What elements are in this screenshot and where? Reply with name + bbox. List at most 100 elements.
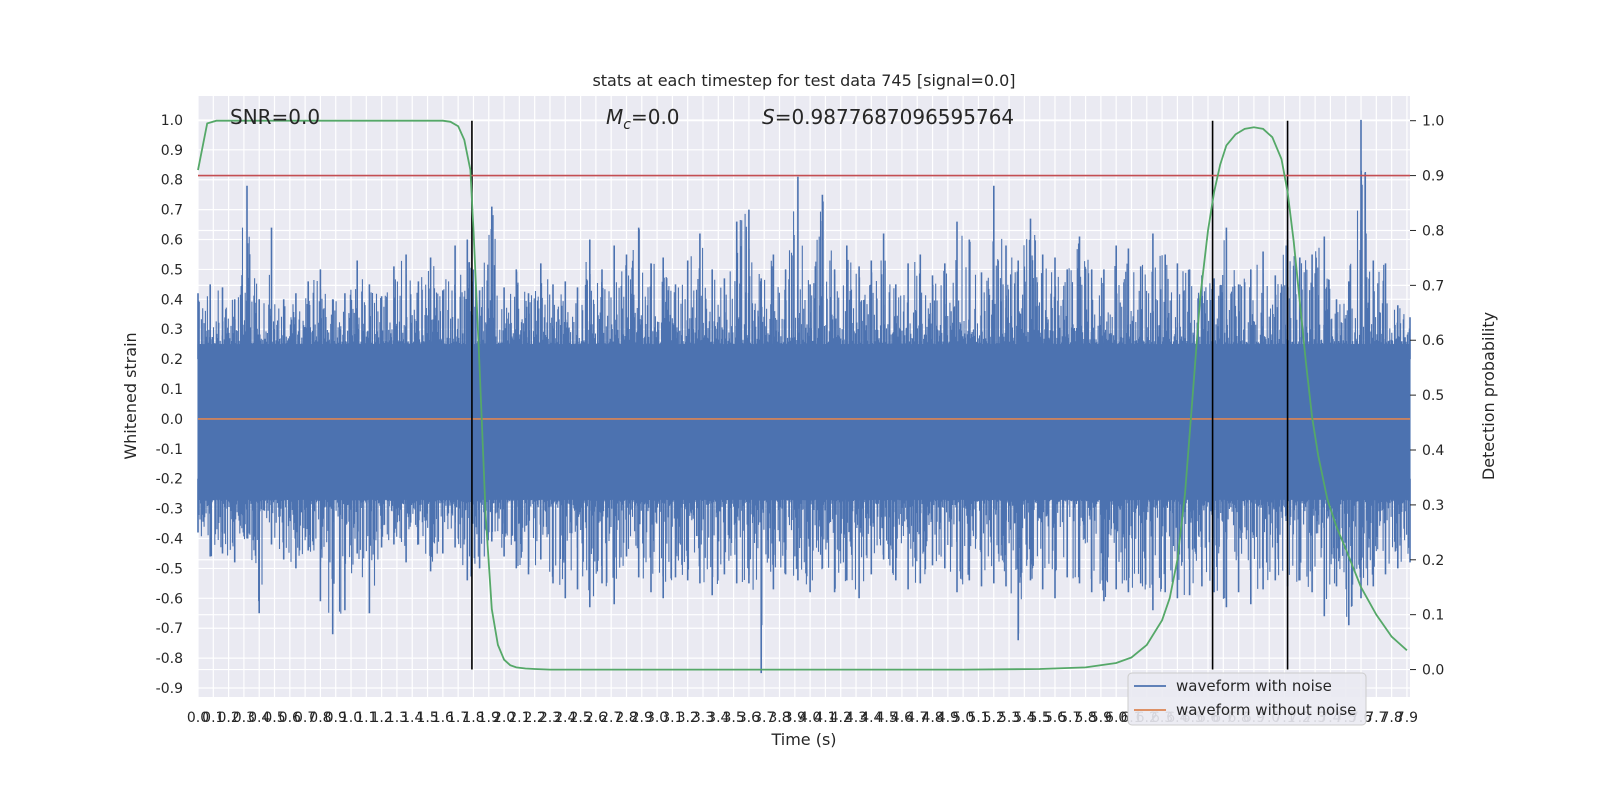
x-tick-label: 5.2 xyxy=(983,710,1005,726)
x-tick-label: 4.0 xyxy=(799,710,821,726)
right-y-axis-label: Detection probability xyxy=(1479,312,1498,480)
x-tick-label: 3.8 xyxy=(768,710,790,726)
x-tick-label: 4.7 xyxy=(906,710,928,726)
x-tick-label: 1.0 xyxy=(340,710,362,726)
x-tick-label: 0.1 xyxy=(202,710,224,726)
x-tick-label: 4.1 xyxy=(814,710,836,726)
legend: waveform with noise waveform without noi… xyxy=(1127,672,1367,726)
right-y-tick-label: 0.4 xyxy=(1422,443,1444,459)
x-tick-label: 2.7 xyxy=(600,710,622,726)
left-y-axis-label: Whitened strain xyxy=(121,332,140,459)
x-tick-label: 1.9 xyxy=(478,710,500,726)
x-tick-label: 1.2 xyxy=(371,710,393,726)
x-tick-label: 4.9 xyxy=(937,710,959,726)
x-tick-label: 0.0 xyxy=(187,710,209,726)
noise-peaks xyxy=(197,119,1411,674)
x-tick-label: 2.9 xyxy=(631,710,653,726)
chart-title: stats at each timestep for test data 745… xyxy=(592,71,1015,90)
x-tick-label: 3.6 xyxy=(738,710,760,726)
x-tick-label: 3.3 xyxy=(692,710,714,726)
left-y-tick-label: 1.0 xyxy=(161,113,183,129)
x-tick-label: 4.4 xyxy=(860,710,882,726)
x-tick-label: 0.8 xyxy=(309,710,331,726)
chirp-mass-value: =0.0 xyxy=(631,105,680,129)
chirp-mass-subscript: c xyxy=(623,117,631,133)
right-y-tick-label: 0.1 xyxy=(1422,608,1444,624)
chirp-mass-symbol: M xyxy=(606,105,623,129)
left-y-tick-label: -0.5 xyxy=(156,561,183,577)
left-y-axis-ticks: 1.0 0.9 0.8 0.7 0.6 0.5 0.4 0.3 0.2 0.1 0.0 -0.1 -0.… xyxy=(156,113,183,697)
x-tick-label: 5.7 xyxy=(1059,710,1081,726)
right-y-tick-label: 0.6 xyxy=(1422,333,1444,349)
x-tick-label: 5.1 xyxy=(967,710,989,726)
score-annotation: S=0.9877687096595764 xyxy=(762,105,1014,129)
x-tick-label: 7.9 xyxy=(1396,710,1418,726)
x-tick-label: 2.1 xyxy=(508,710,530,726)
x-tick-label: 2.4 xyxy=(554,710,576,726)
left-y-tick-label: 0.0 xyxy=(161,412,183,428)
detection-probability-line xyxy=(197,119,1408,671)
x-tick-label: 1.4 xyxy=(401,710,423,726)
x-tick-label: 0.7 xyxy=(294,710,316,726)
x-tick-label: 4.3 xyxy=(845,710,867,726)
x-tick-label: 4.8 xyxy=(921,710,943,726)
x-tick-label: 0.6 xyxy=(279,710,301,726)
x-tick-label: 3.9 xyxy=(784,710,806,726)
right-y-tick-label: 0.8 xyxy=(1422,223,1444,239)
x-tick-label: 3.5 xyxy=(722,710,744,726)
x-tick-label: 2.5 xyxy=(569,710,591,726)
right-y-tick-label: 0.3 xyxy=(1422,498,1444,514)
left-y-tick-label: -0.1 xyxy=(156,442,183,458)
left-y-tick-label: 0.6 xyxy=(161,233,183,249)
x-tick-label: 5.8 xyxy=(1074,710,1096,726)
left-y-tick-label: -0.6 xyxy=(156,591,183,607)
x-axis-label: Time (s) xyxy=(770,730,836,749)
x-tick-label: 5.0 xyxy=(952,710,974,726)
score-symbol: S xyxy=(762,105,775,129)
x-tick-label: 3.2 xyxy=(677,710,699,726)
left-y-tick-label: 0.7 xyxy=(161,203,183,219)
x-tick-label: 2.3 xyxy=(539,710,561,726)
left-y-tick-label: -0.4 xyxy=(156,532,183,548)
right-y-tick-label: 0.0 xyxy=(1422,663,1444,679)
chirp-mass-annotation: Mc=0.0 xyxy=(606,105,680,133)
series-waveform-with-noise xyxy=(197,119,1411,674)
x-tick-label: 6.0 xyxy=(1105,710,1127,726)
left-y-tick-label: -0.9 xyxy=(156,681,183,697)
right-y-tick-label: 1.0 xyxy=(1422,114,1444,130)
x-tick-label: 7.8 xyxy=(1381,710,1403,726)
left-y-tick-label: 0.3 xyxy=(161,322,183,338)
x-tick-label: 5.9 xyxy=(1090,710,1112,726)
legend-label-waveform-with-noise: waveform with noise xyxy=(1176,677,1332,695)
right-y-tick-label: 0.9 xyxy=(1422,169,1444,185)
x-tick-label: 4.5 xyxy=(876,710,898,726)
right-y-tick-label: 0.5 xyxy=(1422,388,1444,404)
left-y-tick-label: 0.5 xyxy=(161,262,183,278)
x-tick-label: 5.3 xyxy=(998,710,1020,726)
score-value: =0.9877687096595764 xyxy=(775,105,1014,129)
x-tick-label: 1.1 xyxy=(355,710,377,726)
x-tick-label: 1.3 xyxy=(386,710,408,726)
x-tick-label: 5.4 xyxy=(1013,710,1035,726)
x-tick-label: 5.5 xyxy=(1029,710,1051,726)
x-tick-label: 1.5 xyxy=(416,710,438,726)
left-y-tick-label: -0.8 xyxy=(156,651,183,667)
legend-box xyxy=(1127,672,1367,726)
left-y-tick-label: 0.4 xyxy=(161,292,183,308)
x-tick-label: 0.5 xyxy=(263,710,285,726)
right-y-tick-label: 0.2 xyxy=(1422,553,1444,569)
x-tick-label: 3.7 xyxy=(753,710,775,726)
right-y-axis-ticks: 1.0 0.9 0.8 0.7 0.6 0.5 0.4 0.3 0.2 0.1 0.0 xyxy=(1410,114,1444,679)
x-tick-label: 4.6 xyxy=(891,710,913,726)
left-y-tick-label: 0.8 xyxy=(161,173,183,189)
left-y-tick-label: 0.9 xyxy=(161,143,183,159)
x-tick-label: 4.2 xyxy=(830,710,852,726)
x-tick-label: 0.4 xyxy=(248,710,270,726)
snr-annotation: SNR=0.0 xyxy=(230,105,320,129)
x-tick-label: 0.2 xyxy=(217,710,239,726)
left-y-tick-label: -0.7 xyxy=(156,621,183,637)
legend-label-waveform-without-noise: waveform without noise xyxy=(1176,701,1356,719)
x-tick-label: 2.8 xyxy=(615,710,637,726)
x-tick-label: 3.1 xyxy=(661,710,683,726)
